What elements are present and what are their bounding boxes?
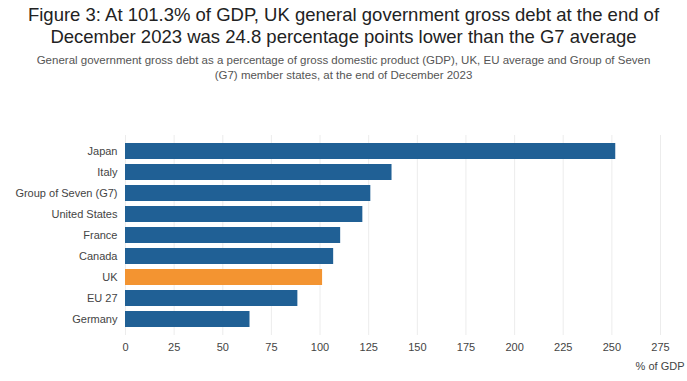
html-text:General government gross debt: General government gross debt as a perce… — [36, 54, 651, 81]
svg-text:% of GDP: % of GDP — [636, 360, 685, 372]
svg-text:Italy: Italy — [97, 166, 118, 178]
svg-text:75: 75 — [265, 341, 277, 353]
svg-text:50: 50 — [217, 341, 229, 353]
svg-text:Germany: Germany — [72, 313, 118, 325]
svg-text:0: 0 — [122, 341, 128, 353]
svg-text:125: 125 — [360, 341, 378, 353]
svg-text:United States: United States — [51, 208, 118, 220]
svg-text:100: 100 — [311, 341, 329, 353]
svg-text:225: 225 — [554, 341, 572, 353]
svg-text:275: 275 — [651, 341, 669, 353]
svg-text:France: France — [83, 229, 117, 241]
svg-text:250: 250 — [603, 341, 621, 353]
svg-text:150: 150 — [408, 341, 426, 353]
html-text:Figure 3: At 101.3% of GDP, UK: Figure 3: At 101.3% of GDP, UK general g… — [27, 4, 659, 47]
svg-text:EU 27: EU 27 — [87, 292, 118, 304]
svg-text:Japan: Japan — [88, 145, 118, 157]
svg-text:Canada: Canada — [79, 250, 118, 262]
svg-text:25: 25 — [168, 341, 180, 353]
svg-text:Group of Seven (G7): Group of Seven (G7) — [15, 187, 117, 199]
svg-text:200: 200 — [505, 341, 523, 353]
svg-text:UK: UK — [102, 271, 118, 283]
svg-text:175: 175 — [457, 341, 475, 353]
